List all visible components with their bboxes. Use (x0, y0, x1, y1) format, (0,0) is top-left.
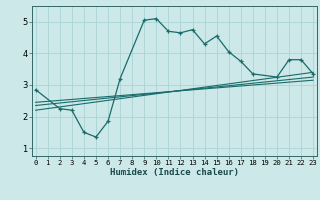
X-axis label: Humidex (Indice chaleur): Humidex (Indice chaleur) (110, 168, 239, 177)
